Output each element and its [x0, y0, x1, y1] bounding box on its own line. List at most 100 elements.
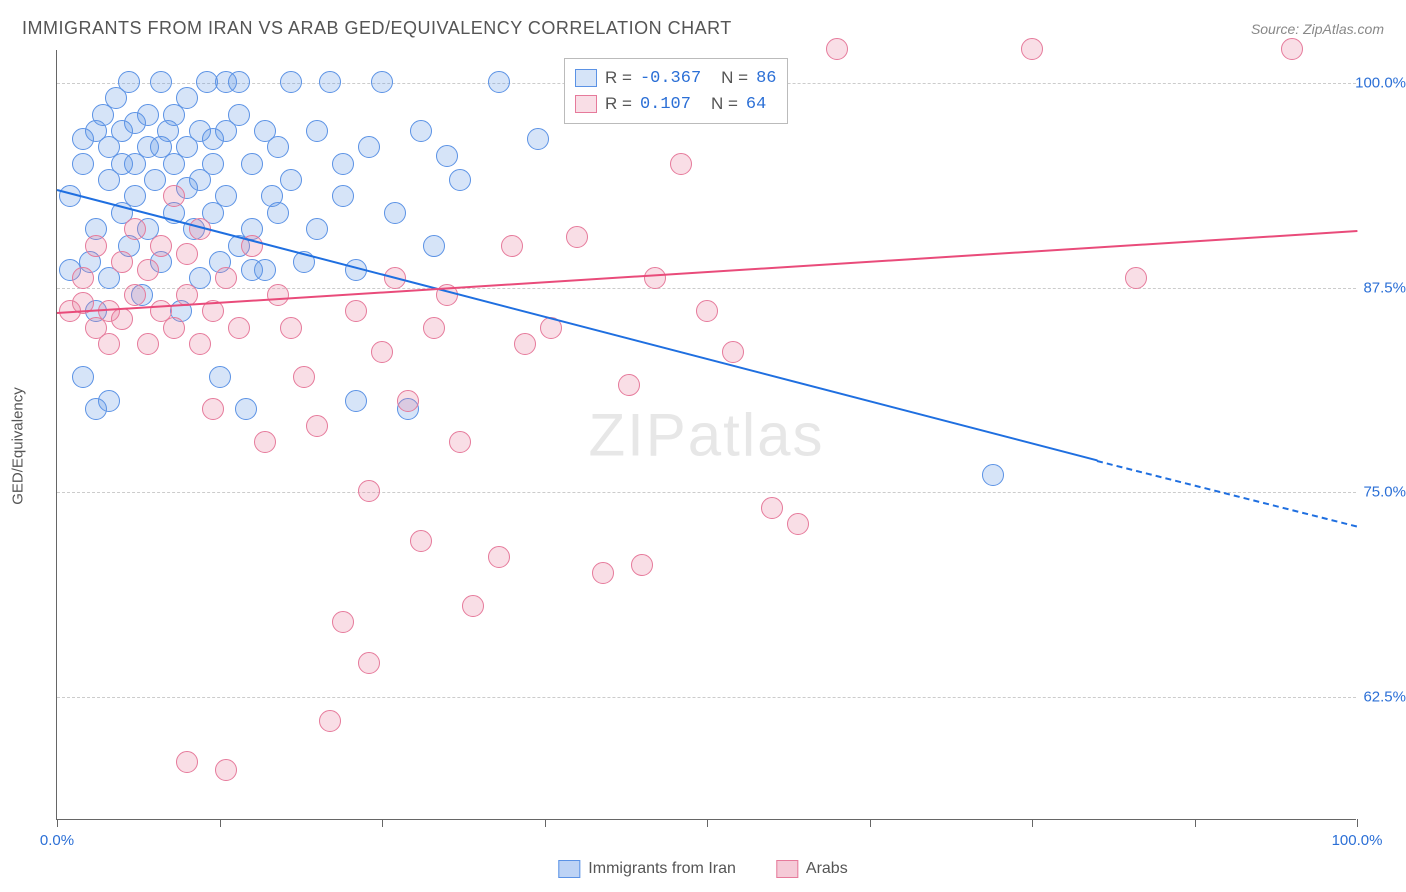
scatter-point — [215, 759, 237, 781]
watermark: ZIPatlas — [588, 400, 824, 469]
x-tick — [382, 819, 383, 827]
scatter-point — [423, 235, 445, 257]
scatter-point — [722, 341, 744, 363]
scatter-point — [254, 431, 276, 453]
scatter-point — [98, 333, 120, 355]
scatter-point — [384, 202, 406, 224]
scatter-point — [241, 259, 263, 281]
scatter-point — [267, 202, 289, 224]
scatter-point — [319, 710, 341, 732]
n-label: N = — [721, 68, 748, 88]
scatter-point — [235, 398, 257, 420]
x-tick — [545, 819, 546, 827]
x-tick — [707, 819, 708, 827]
scatter-point — [98, 390, 120, 412]
r-value: -0.367 — [640, 69, 701, 88]
scatter-point — [488, 71, 510, 93]
scatter-point — [163, 185, 185, 207]
scatter-point — [332, 611, 354, 633]
scatter-point — [345, 300, 367, 322]
scatter-point — [124, 218, 146, 240]
scatter-point — [72, 153, 94, 175]
scatter-point — [1281, 38, 1303, 60]
scatter-point — [332, 185, 354, 207]
legend-item: Arabs — [776, 860, 848, 878]
scatter-point — [72, 366, 94, 388]
x-tick — [1357, 819, 1358, 827]
scatter-point — [397, 390, 419, 412]
scatter-point — [137, 259, 159, 281]
scatter-point — [618, 374, 640, 396]
scatter-point — [462, 595, 484, 617]
scatter-point — [358, 480, 380, 502]
scatter-point — [982, 464, 1004, 486]
scatter-point — [761, 497, 783, 519]
x-tick — [1032, 819, 1033, 827]
scatter-point — [176, 243, 198, 265]
scatter-point — [176, 87, 198, 109]
scatter-point — [137, 104, 159, 126]
n-value: 64 — [746, 95, 766, 114]
scatter-point — [826, 38, 848, 60]
scatter-point — [280, 71, 302, 93]
scatter-point — [293, 366, 315, 388]
n-label: N = — [711, 94, 738, 114]
scatter-point — [280, 169, 302, 191]
scatter-point — [488, 546, 510, 568]
scatter-point — [319, 71, 341, 93]
scatter-point — [358, 652, 380, 674]
r-label: R = — [605, 94, 632, 114]
y-tick-label: 100.0% — [1346, 74, 1406, 91]
scatter-point — [410, 120, 432, 142]
scatter-point — [592, 562, 614, 584]
legend-label: Arabs — [806, 860, 848, 878]
scatter-point — [371, 341, 393, 363]
scatter-point — [267, 284, 289, 306]
scatter-point — [202, 398, 224, 420]
watermark-zip: ZIP — [588, 401, 687, 468]
scatter-point — [228, 104, 250, 126]
legend-stats-row: R = 0.107 N = 64 — [575, 91, 777, 117]
source-text: Source: ZipAtlas.com — [1251, 21, 1384, 37]
r-value: 0.107 — [640, 95, 691, 114]
x-tick — [220, 819, 221, 827]
scatter-point — [215, 267, 237, 289]
legend-swatch — [558, 860, 580, 878]
scatter-point — [118, 71, 140, 93]
scatter-point — [371, 71, 393, 93]
gridline — [57, 697, 1356, 698]
bottom-legend: Immigrants from Iran Arabs — [558, 860, 847, 878]
scatter-point — [306, 120, 328, 142]
scatter-point — [449, 431, 471, 453]
scatter-point — [514, 333, 536, 355]
legend-item: Immigrants from Iran — [558, 860, 736, 878]
scatter-point — [696, 300, 718, 322]
scatter-point — [163, 317, 185, 339]
n-value: 86 — [756, 69, 776, 88]
scatter-point — [670, 153, 692, 175]
scatter-point — [124, 185, 146, 207]
scatter-point — [215, 71, 237, 93]
legend-swatch — [575, 69, 597, 87]
watermark-atlas: atlas — [688, 401, 825, 468]
y-tick-label: 62.5% — [1346, 689, 1406, 706]
scatter-point — [209, 366, 231, 388]
scatter-point — [144, 169, 166, 191]
legend-stats-row: R = -0.367 N = 86 — [575, 65, 777, 91]
y-axis-label: GED/Equivalency — [10, 387, 27, 505]
scatter-point — [241, 153, 263, 175]
scatter-point — [124, 284, 146, 306]
r-label: R = — [605, 68, 632, 88]
scatter-point — [137, 333, 159, 355]
legend-label: Immigrants from Iran — [588, 860, 736, 878]
scatter-point — [150, 235, 172, 257]
x-tick — [870, 819, 871, 827]
scatter-point — [345, 390, 367, 412]
legend-swatch — [575, 95, 597, 113]
title-bar: IMMIGRANTS FROM IRAN VS ARAB GED/EQUIVAL… — [22, 18, 1384, 39]
scatter-point — [787, 513, 809, 535]
x-tick — [1195, 819, 1196, 827]
x-tick — [57, 819, 58, 827]
scatter-point — [189, 333, 211, 355]
chart-title: IMMIGRANTS FROM IRAN VS ARAB GED/EQUIVAL… — [22, 18, 732, 39]
